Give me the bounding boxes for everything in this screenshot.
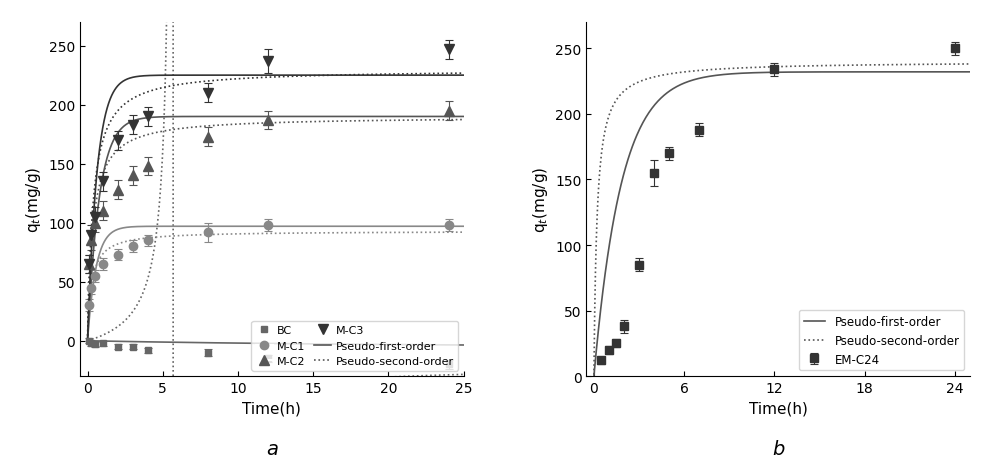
Pseudo-first-order — [955, 70, 967, 75]
Line: Pseudo-second-order: Pseudo-second-order — [594, 65, 970, 375]
Pseudo-first-order — [767, 70, 779, 76]
Pseudo-first-order — [791, 70, 803, 76]
Pseudo-first-order — [964, 70, 976, 75]
Pseudo-first-order — [769, 70, 781, 76]
Legend: BC, M-C1, M-C2, M-C3, Pseudo-first-order, Pseudo-second-order: BC, M-C1, M-C2, M-C3, Pseudo-first-order… — [251, 321, 458, 371]
Pseudo-first-order — [588, 374, 600, 379]
Text: a: a — [266, 439, 278, 458]
X-axis label: Time(h): Time(h) — [749, 401, 808, 416]
Legend: Pseudo-first-order, Pseudo-second-order, EM-C24: Pseudo-first-order, Pseudo-second-order,… — [799, 310, 964, 370]
Pseudo-second-order — [767, 65, 779, 70]
Pseudo-second-order — [896, 62, 908, 68]
Pseudo-second-order — [955, 62, 967, 67]
Y-axis label: q$_t$(mg/g): q$_t$(mg/g) — [24, 167, 43, 233]
Pseudo-first-order — [896, 70, 908, 75]
Pseudo-second-order — [791, 64, 803, 70]
Pseudo-second-order — [769, 65, 781, 70]
Pseudo-first-order — [812, 70, 824, 76]
Pseudo-second-order — [812, 64, 824, 69]
X-axis label: Time(h): Time(h) — [242, 401, 301, 416]
Pseudo-second-order — [588, 372, 600, 378]
Pseudo-second-order — [964, 62, 976, 67]
Text: b: b — [772, 439, 784, 458]
Y-axis label: q$_t$(mg/g): q$_t$(mg/g) — [531, 167, 550, 233]
Line: Pseudo-first-order: Pseudo-first-order — [594, 73, 970, 376]
